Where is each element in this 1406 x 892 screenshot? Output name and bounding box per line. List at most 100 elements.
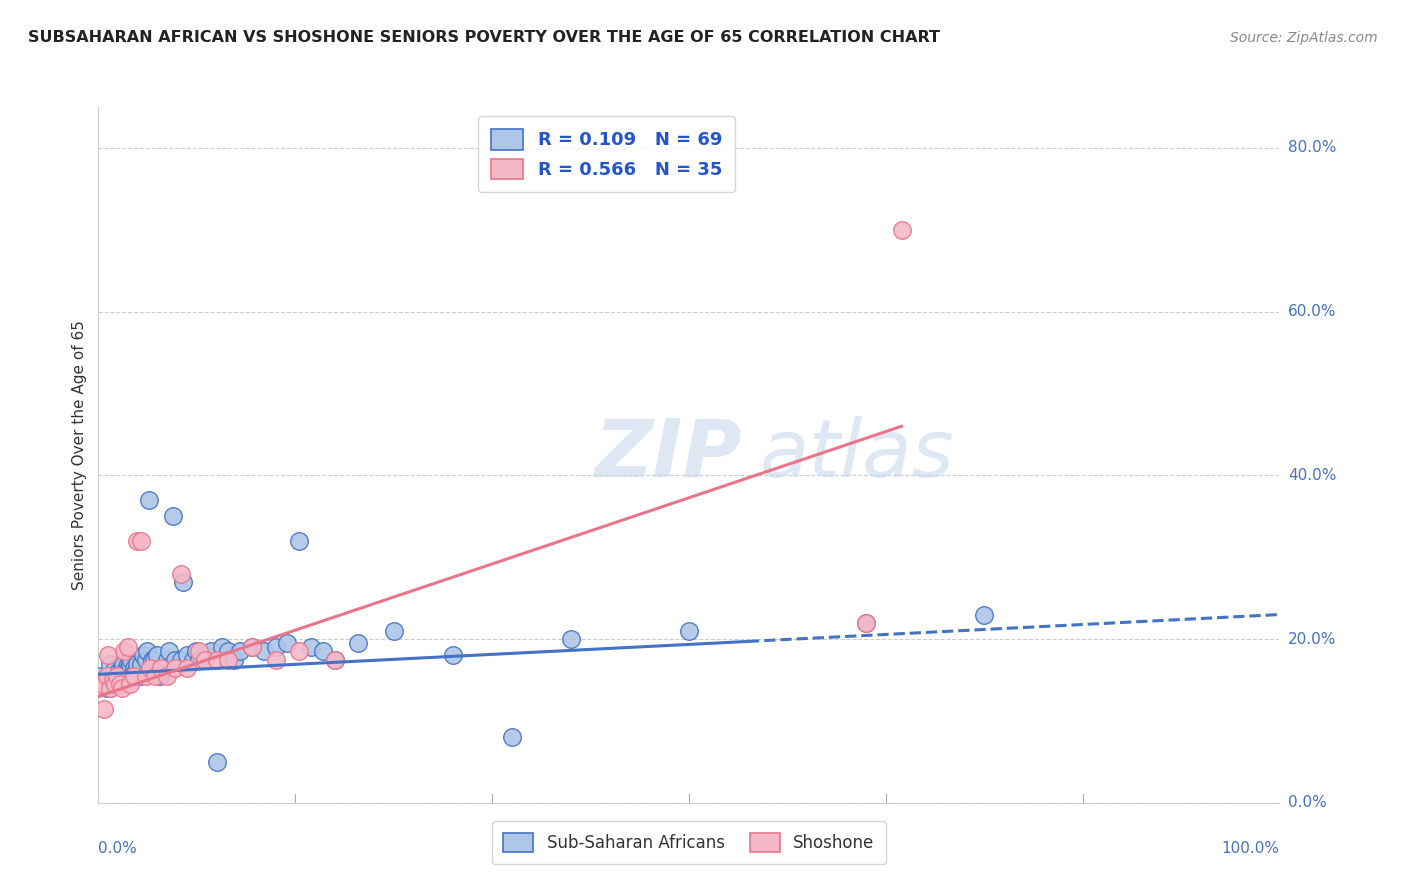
Point xyxy=(124,665,146,679)
Point xyxy=(120,657,142,671)
Point xyxy=(101,673,124,687)
Point xyxy=(890,223,912,237)
Text: 80.0%: 80.0% xyxy=(1288,140,1336,155)
Point xyxy=(194,648,217,663)
Point xyxy=(288,644,311,658)
Point xyxy=(150,661,173,675)
Point xyxy=(111,681,134,696)
Point xyxy=(129,533,152,548)
Point xyxy=(264,652,287,666)
Text: ZIP: ZIP xyxy=(595,416,742,494)
Point xyxy=(172,574,194,589)
Point xyxy=(135,669,157,683)
Point xyxy=(141,652,163,666)
Point xyxy=(93,677,115,691)
Point xyxy=(87,681,110,696)
Point xyxy=(165,661,187,675)
Legend: Sub-Saharan Africans, Shoshone: Sub-Saharan Africans, Shoshone xyxy=(492,822,886,864)
Text: 20.0%: 20.0% xyxy=(1288,632,1336,647)
Point xyxy=(129,657,152,671)
Text: Source: ZipAtlas.com: Source: ZipAtlas.com xyxy=(1230,30,1378,45)
Text: 40.0%: 40.0% xyxy=(1288,468,1336,483)
Point xyxy=(156,652,179,666)
Point xyxy=(276,636,298,650)
Point xyxy=(253,644,276,658)
Point xyxy=(382,624,405,638)
Point xyxy=(91,677,114,691)
Point xyxy=(112,644,135,658)
Point xyxy=(176,648,198,663)
Point xyxy=(299,640,322,655)
Point xyxy=(105,669,128,683)
Point xyxy=(103,665,125,679)
Text: 100.0%: 100.0% xyxy=(1222,841,1279,856)
Point xyxy=(112,665,135,679)
Point xyxy=(205,755,228,769)
Text: 60.0%: 60.0% xyxy=(1288,304,1336,319)
Point xyxy=(441,648,464,663)
Point xyxy=(157,644,180,658)
Point xyxy=(98,681,121,696)
Y-axis label: Seniors Poverty Over the Age of 65: Seniors Poverty Over the Age of 65 xyxy=(72,320,87,590)
Point xyxy=(855,615,877,630)
Point xyxy=(224,652,246,666)
Point xyxy=(139,661,162,675)
Point xyxy=(105,673,128,687)
Point xyxy=(855,615,877,630)
Point xyxy=(132,648,155,663)
Point xyxy=(240,640,263,655)
Point xyxy=(128,669,150,683)
Point xyxy=(121,652,143,666)
Point xyxy=(122,669,145,683)
Point xyxy=(105,669,128,683)
Point xyxy=(170,652,193,666)
Point xyxy=(104,661,127,675)
Point xyxy=(501,731,523,745)
Point xyxy=(114,669,136,683)
Point xyxy=(98,681,121,696)
Point xyxy=(323,652,346,666)
Point xyxy=(96,669,118,683)
Point xyxy=(111,665,134,679)
Point xyxy=(187,644,209,658)
Point xyxy=(187,652,209,666)
Point xyxy=(143,669,166,683)
Point xyxy=(186,644,208,658)
Point xyxy=(347,636,370,650)
Point xyxy=(135,652,157,666)
Point xyxy=(97,648,120,663)
Point xyxy=(120,677,142,691)
Point xyxy=(127,533,149,548)
Point xyxy=(122,661,145,675)
Point xyxy=(211,640,233,655)
Point xyxy=(170,566,193,581)
Point xyxy=(117,657,139,671)
Point xyxy=(560,632,582,646)
Text: 0.0%: 0.0% xyxy=(98,841,138,856)
Point xyxy=(176,661,198,675)
Point xyxy=(111,661,134,675)
Point xyxy=(146,648,169,663)
Point xyxy=(93,701,115,715)
Point xyxy=(135,644,157,658)
Point xyxy=(156,669,179,683)
Point xyxy=(152,661,174,675)
Point xyxy=(288,533,311,548)
Point xyxy=(96,681,118,696)
Point xyxy=(98,657,121,671)
Point xyxy=(162,509,184,524)
Text: SUBSAHARAN AFRICAN VS SHOSHONE SENIORS POVERTY OVER THE AGE OF 65 CORRELATION CH: SUBSAHARAN AFRICAN VS SHOSHONE SENIORS P… xyxy=(28,29,941,45)
Point xyxy=(107,665,129,679)
Point xyxy=(118,661,141,675)
Point xyxy=(240,640,263,655)
Text: atlas: atlas xyxy=(759,416,955,494)
Point xyxy=(108,669,131,683)
Point xyxy=(127,657,149,671)
Text: 0.0%: 0.0% xyxy=(1288,796,1326,810)
Point xyxy=(323,652,346,666)
Point xyxy=(149,669,172,683)
Point xyxy=(229,644,252,658)
Point xyxy=(104,677,127,691)
Point xyxy=(973,607,995,622)
Point xyxy=(112,657,135,671)
